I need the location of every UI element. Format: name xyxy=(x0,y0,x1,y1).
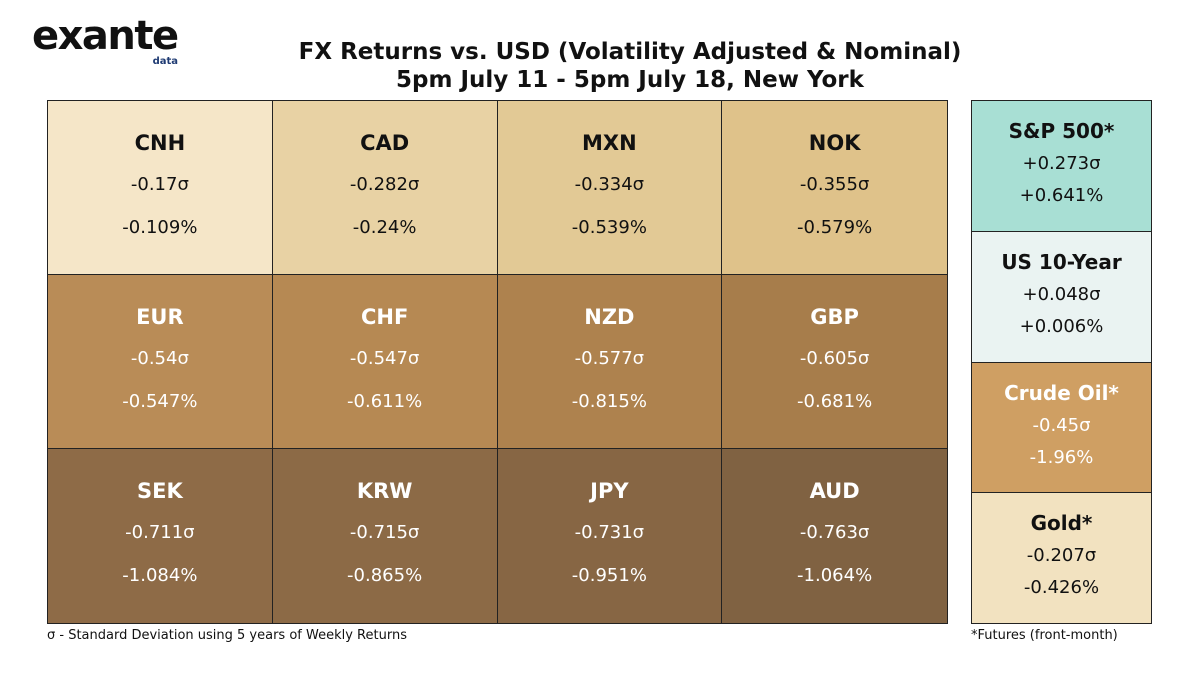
logo-subtext: data xyxy=(152,56,178,67)
asset-cell-us-10-year: US 10-Year +0.048σ +0.006% xyxy=(972,231,1151,363)
vol-adjusted-return: +0.273σ xyxy=(1022,153,1101,174)
currency-label: CAD xyxy=(360,131,410,155)
other-assets-panel: S&P 500* +0.273σ +0.641% US 10-Year +0.048σ +… xyxy=(971,100,1152,624)
currency-label: SEK xyxy=(137,479,183,503)
nominal-return: -0.426% xyxy=(1023,577,1100,599)
fx-cell-krw: KRW -0.715σ -0.865% xyxy=(272,449,498,623)
asset-cell-gold: Gold* -0.207σ -0.426% xyxy=(972,493,1151,623)
vol-adjusted-return: -0.577σ xyxy=(574,348,645,369)
fx-returns-grid: CNH -0.17σ -0.109% CAD -0.282σ -0.24% MXN -0.33… xyxy=(47,100,948,624)
currency-label: CHF xyxy=(360,305,409,329)
currency-label: NZD xyxy=(584,305,635,329)
currency-label: MXN xyxy=(582,131,637,155)
exante-data-logo: exante data xyxy=(32,14,182,74)
asset-label: Crude Oil* xyxy=(1004,380,1119,405)
nominal-return: -0.109% xyxy=(122,217,198,238)
fx-cell-gbp: GBP -0.605σ -0.681% xyxy=(722,275,947,449)
nominal-return: -0.579% xyxy=(797,217,873,238)
fx-cell-nok: NOK -0.355σ -0.579% xyxy=(722,101,947,275)
vol-adjusted-return: +0.048σ xyxy=(1022,283,1101,305)
chart-title-line1: FX Returns vs. USD (Volatility Adjusted … xyxy=(298,39,962,65)
nominal-return: -1.96% xyxy=(1029,446,1094,468)
chart-title-line2: 5pm July 11 - 5pm July 18, New York xyxy=(396,67,864,93)
vol-adjusted-return: -0.54σ xyxy=(130,348,189,369)
vol-adjusted-return: -0.334σ xyxy=(574,174,645,195)
vol-adjusted-return: -0.547σ xyxy=(349,348,420,369)
currency-label: EUR xyxy=(136,305,184,329)
vol-adjusted-return: -0.282σ xyxy=(349,174,420,195)
currency-label: JPY xyxy=(590,479,629,503)
futures-footnote: *Futures (front-month) xyxy=(971,628,1118,643)
nominal-return: -0.547% xyxy=(122,391,198,412)
nominal-return: -0.951% xyxy=(571,565,647,586)
vol-adjusted-return: -0.715σ xyxy=(349,522,420,543)
asset-label: Gold* xyxy=(1030,511,1093,536)
fx-cell-eur: EUR -0.54σ -0.547% xyxy=(48,275,273,449)
nominal-return: -0.815% xyxy=(571,391,647,412)
vol-adjusted-return: -0.763σ xyxy=(799,522,870,543)
fx-cell-sek: SEK -0.711σ -1.084% xyxy=(48,449,273,623)
nominal-return: -0.24% xyxy=(352,217,417,238)
fx-cell-chf: CHF -0.547σ -0.611% xyxy=(272,275,498,449)
sigma-footnote: σ - Standard Deviation using 5 years of … xyxy=(47,628,407,643)
fx-cell-mxn: MXN -0.334σ -0.539% xyxy=(497,101,723,275)
currency-label: AUD xyxy=(809,479,860,503)
nominal-return: -0.681% xyxy=(797,391,873,412)
currency-label: KRW xyxy=(356,479,413,503)
nominal-return: -1.084% xyxy=(122,565,198,586)
vol-adjusted-return: -0.731σ xyxy=(574,522,645,543)
logo-wordmark: exante xyxy=(32,13,179,59)
asset-cell-crude-oil: Crude Oil* -0.45σ -1.96% xyxy=(972,362,1151,494)
vol-adjusted-return: -0.711σ xyxy=(125,522,195,543)
asset-label: US 10-Year xyxy=(1001,249,1122,274)
nominal-return: -0.865% xyxy=(347,565,423,586)
fx-cell-nzd: NZD -0.577σ -0.815% xyxy=(497,275,723,449)
chart-title: FX Returns vs. USD (Volatility Adjusted … xyxy=(200,38,1060,94)
fx-cell-cad: CAD -0.282σ -0.24% xyxy=(272,101,498,275)
fx-cell-jpy: JPY -0.731σ -0.951% xyxy=(497,449,723,623)
currency-label: CNH xyxy=(134,131,186,155)
vol-adjusted-return: -0.605σ xyxy=(799,348,870,369)
vol-adjusted-return: -0.45σ xyxy=(1032,414,1091,436)
nominal-return: +0.006% xyxy=(1019,315,1104,337)
asset-label: S&P 500* xyxy=(1008,119,1115,143)
asset-cell-s-p-500: S&P 500* +0.273σ +0.641% xyxy=(972,101,1151,232)
nominal-return: -1.064% xyxy=(797,565,873,586)
nominal-return: -0.539% xyxy=(571,217,647,238)
vol-adjusted-return: -0.17σ xyxy=(130,174,189,195)
fx-cell-aud: AUD -0.763σ -1.064% xyxy=(722,449,947,623)
currency-label: NOK xyxy=(808,131,861,155)
nominal-return: +0.641% xyxy=(1019,185,1104,206)
currency-label: GBP xyxy=(810,305,859,329)
vol-adjusted-return: -0.355σ xyxy=(799,174,870,195)
vol-adjusted-return: -0.207σ xyxy=(1026,545,1097,567)
fx-cell-cnh: CNH -0.17σ -0.109% xyxy=(48,101,273,275)
nominal-return: -0.611% xyxy=(347,391,423,412)
